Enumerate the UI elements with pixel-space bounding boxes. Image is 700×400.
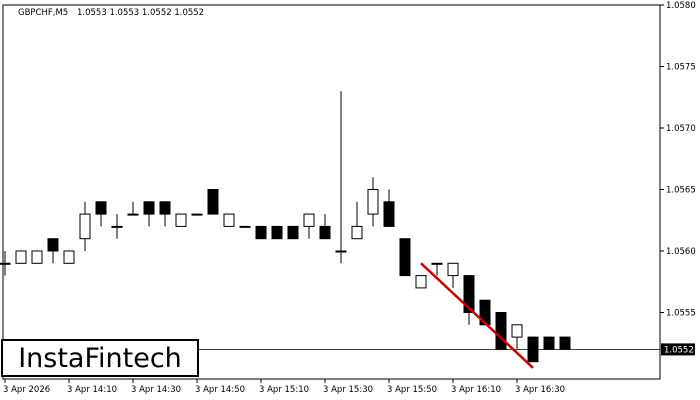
- x-tick-label: 3 Apr 16:10: [451, 385, 501, 395]
- candle-body: [367, 189, 379, 215]
- y-tick-label: 1.0565: [666, 186, 696, 196]
- pattern-trendline: [420, 262, 534, 369]
- x-tick-label: 3 Apr 14:30: [131, 385, 181, 395]
- candle-body: [255, 225, 267, 240]
- plot-frame: [2, 4, 661, 380]
- header-quote: 1.0553 1.0553 1.0552 1.0552: [77, 8, 204, 18]
- candle-body: [239, 225, 251, 228]
- candle-body: [159, 201, 171, 215]
- candle-body: [143, 201, 155, 215]
- candle-body: [207, 189, 219, 215]
- candle-body: [495, 312, 507, 350]
- candle-body: [399, 238, 411, 277]
- y-tick-label: 1.0570: [666, 124, 696, 134]
- y-tick-label: 1.0575: [666, 63, 696, 73]
- candle-body: [351, 225, 363, 240]
- candle-body: [431, 262, 443, 265]
- candle-body: [0, 262, 11, 265]
- header-symbol: GBPCHF,M5: [18, 8, 68, 18]
- candle-body: [319, 225, 331, 240]
- current-price-box: [661, 343, 695, 356]
- candle-body: [175, 213, 187, 227]
- candle-body: [31, 250, 43, 264]
- x-tick-label: 3 Apr 15:50: [387, 385, 437, 395]
- candle-body: [303, 213, 315, 227]
- candle-body: [463, 275, 475, 314]
- candle-body: [79, 213, 91, 240]
- candle-body: [511, 324, 523, 338]
- x-tick-label: 3 Apr 15:30: [323, 385, 373, 395]
- current-price-label: 1.0552: [664, 345, 694, 355]
- candle-body: [47, 238, 59, 252]
- candle-body: [15, 250, 27, 264]
- candle-body: [63, 250, 75, 264]
- candle-body: [335, 250, 347, 253]
- candle-body: [95, 201, 107, 215]
- logo-text: InstaFintech: [18, 342, 182, 374]
- candle-body: [127, 213, 139, 216]
- candle-body: [527, 336, 539, 363]
- x-tick-label: 3 Apr 16:30: [515, 385, 565, 395]
- candle-body: [543, 336, 555, 350]
- candle-body: [111, 225, 123, 228]
- y-tick-label: 1.0560: [666, 247, 696, 257]
- candle-body: [223, 213, 235, 227]
- candle-body: [559, 336, 571, 350]
- x-tick-label: 3 Apr 2026: [3, 385, 50, 395]
- candle-body: [415, 275, 427, 289]
- candle-body: [447, 262, 459, 277]
- instafintech-logo: InstaFintech: [1, 339, 199, 377]
- candle-body: [191, 213, 203, 216]
- y-tick-label: 1.0555: [666, 309, 696, 319]
- x-tick-label: 3 Apr 14:10: [67, 385, 117, 395]
- x-tick-label: 3 Apr 14:50: [195, 385, 245, 395]
- candle-body: [287, 225, 299, 240]
- candle-body: [479, 299, 491, 326]
- candle-body: [383, 201, 395, 227]
- y-tick-label: 1.0580: [666, 1, 696, 11]
- x-tick-label: 3 Apr 15:10: [259, 385, 309, 395]
- candle-body: [271, 225, 283, 240]
